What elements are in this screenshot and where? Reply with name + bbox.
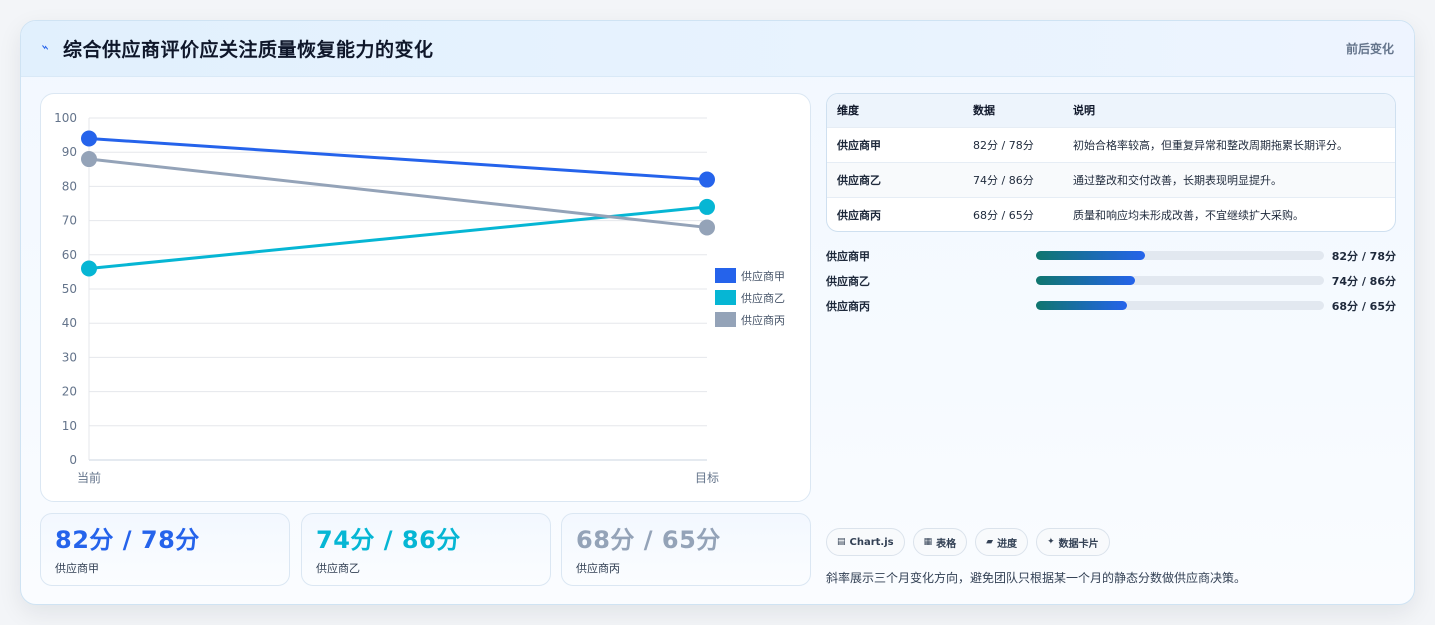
- progress-value: 74分 / 86分: [1331, 274, 1396, 288]
- stat-label: 供应商丙: [576, 562, 620, 575]
- table-cell: 初始合格率较高，但重复异常和整改周期拖累长期评分。: [1073, 138, 1348, 152]
- stat-value: 68分 / 65分: [576, 526, 721, 554]
- table-row: 供应商乙 74分 / 86分 通过整改和交付改善，长期表现明显提升。: [827, 162, 1395, 197]
- y-tick-label: 60: [62, 248, 77, 262]
- stat-label: 供应商甲: [55, 562, 99, 575]
- table-header: 说明: [1073, 104, 1095, 118]
- stat-value: 74分 / 86分: [316, 526, 461, 554]
- progress-list: 供应商甲 82分 / 78分 供应商乙 74分 / 86分 供应商丙 68分 /…: [826, 243, 1398, 318]
- footnote: 斜率展示三个月变化方向，避免团队只根据某一个月的静态分数做供应商决策。: [826, 571, 1247, 585]
- data-point: [81, 130, 97, 147]
- table-header: 数据: [973, 104, 995, 118]
- table-cell: 68分 / 65分: [973, 208, 1034, 222]
- table-row: 供应商丙 68分 / 65分 质量和响应均未形成改善，不宜继续扩大采购。: [827, 197, 1395, 231]
- table-cell: 74分 / 86分: [973, 173, 1034, 187]
- legend-swatch: [715, 290, 736, 305]
- chip-table[interactable]: ▦ 表格: [912, 528, 968, 556]
- y-tick-label: 90: [62, 145, 77, 159]
- legend-label: 供应商丙: [741, 313, 785, 327]
- table-header-row: 维度 数据 说明: [827, 94, 1395, 127]
- y-tick-label: 100: [54, 111, 77, 125]
- chip-data-card[interactable]: ✦ 数据卡片: [1036, 528, 1110, 556]
- y-tick-label: 80: [62, 179, 77, 193]
- progress-row: 供应商丙 68分 / 65分: [826, 293, 1398, 318]
- progress-label: 供应商甲: [826, 249, 870, 263]
- progress-fill: [1036, 276, 1136, 285]
- report-card: ⌁ 综合供应商评价应关注质量恢复能力的变化 前后变化 0 10 20 30 40 50 60…: [20, 20, 1415, 605]
- progress-row: 供应商乙 74分 / 86分: [826, 268, 1398, 293]
- bolt-icon: ⌁: [38, 39, 52, 57]
- y-tick-label: 70: [62, 214, 77, 228]
- progress-track: [1036, 276, 1324, 285]
- legend-swatch: [715, 312, 736, 327]
- stat-card-c: 68分 / 65分 供应商丙: [561, 513, 811, 586]
- chip-label: 表格: [936, 538, 957, 550]
- progress-row: 供应商甲 82分 / 78分: [826, 243, 1398, 268]
- y-tick-label: 0: [69, 453, 77, 467]
- progress-value: 82分 / 78分: [1331, 249, 1396, 263]
- page-title: 综合供应商评价应关注质量恢复能力的变化: [63, 39, 434, 61]
- chip-label: Chart.js: [849, 536, 894, 548]
- table-cell: 供应商乙: [837, 173, 881, 187]
- legend-label: 供应商乙: [741, 291, 785, 305]
- header-aside: 前后变化: [1345, 42, 1394, 56]
- x-tick-label: 目标: [695, 471, 719, 485]
- legend-swatch: [715, 268, 736, 283]
- series-line: [88, 157, 708, 229]
- data-point: [81, 151, 97, 168]
- data-point: [81, 260, 97, 277]
- card-header: ⌁ 综合供应商评价应关注质量恢复能力的变化 前后变化: [21, 21, 1414, 77]
- progress-label: 供应商乙: [826, 274, 870, 288]
- legend-label: 供应商甲: [741, 269, 785, 283]
- progress-label: 供应商丙: [826, 299, 870, 313]
- progress-track: [1036, 251, 1324, 260]
- progress-value: 68分 / 65分: [1331, 299, 1396, 313]
- y-tick-label: 20: [62, 385, 77, 399]
- chart-panel: 0 10 20 30 40 50 60 70 80 90 100 当前 目标 供应商甲供应商乙供应商丙: [40, 93, 811, 502]
- progress-icon: ▰: [986, 537, 994, 547]
- table-cell: 供应商甲: [837, 138, 881, 152]
- series-line: [88, 137, 708, 182]
- y-tick-label: 10: [62, 419, 77, 433]
- chart-icon: ▤: [837, 537, 846, 547]
- table-cell: 供应商丙: [837, 208, 881, 222]
- table-icon: ▦: [923, 537, 933, 547]
- y-tick-label: 30: [62, 350, 77, 364]
- y-tick-label: 50: [62, 282, 77, 296]
- data-point: [699, 198, 715, 215]
- data-table: 维度 数据 说明 供应商甲 82分 / 78分 初始合格率较高，但重复异常和整改…: [826, 93, 1396, 232]
- x-tick-label: 当前: [77, 470, 101, 485]
- table-cell: 质量和响应均未形成改善，不宜继续扩大采购。: [1073, 208, 1304, 222]
- table-cell: 通过整改和交付改善，长期表现明显提升。: [1073, 173, 1282, 187]
- progress-track: [1036, 301, 1324, 310]
- progress-fill: [1036, 301, 1127, 310]
- data-point: [699, 171, 715, 188]
- progress-fill: [1036, 251, 1146, 260]
- stat-card-a: 82分 / 78分 供应商甲: [40, 513, 290, 586]
- chip-chartjs[interactable]: ▤ Chart.js: [826, 528, 905, 556]
- table-cell: 82分 / 78分: [973, 138, 1034, 152]
- tag-chips: ▤ Chart.js ▦ 表格 ▰ 进度 ✦ 数据卡片: [826, 528, 1110, 556]
- chip-label: 数据卡片: [1058, 538, 1099, 550]
- chip-progress[interactable]: ▰ 进度: [975, 528, 1029, 556]
- stat-card-b: 74分 / 86分 供应商乙: [301, 513, 551, 586]
- sparkle-icon: ✦: [1047, 537, 1055, 547]
- y-tick-label: 40: [62, 316, 77, 330]
- table-header: 维度: [837, 104, 859, 118]
- data-point: [699, 219, 715, 236]
- stat-label: 供应商乙: [316, 562, 360, 575]
- table-row: 供应商甲 82分 / 78分 初始合格率较高，但重复异常和整改周期拖累长期评分。: [827, 127, 1395, 162]
- chip-label: 进度: [997, 538, 1018, 550]
- stat-value: 82分 / 78分: [55, 526, 200, 554]
